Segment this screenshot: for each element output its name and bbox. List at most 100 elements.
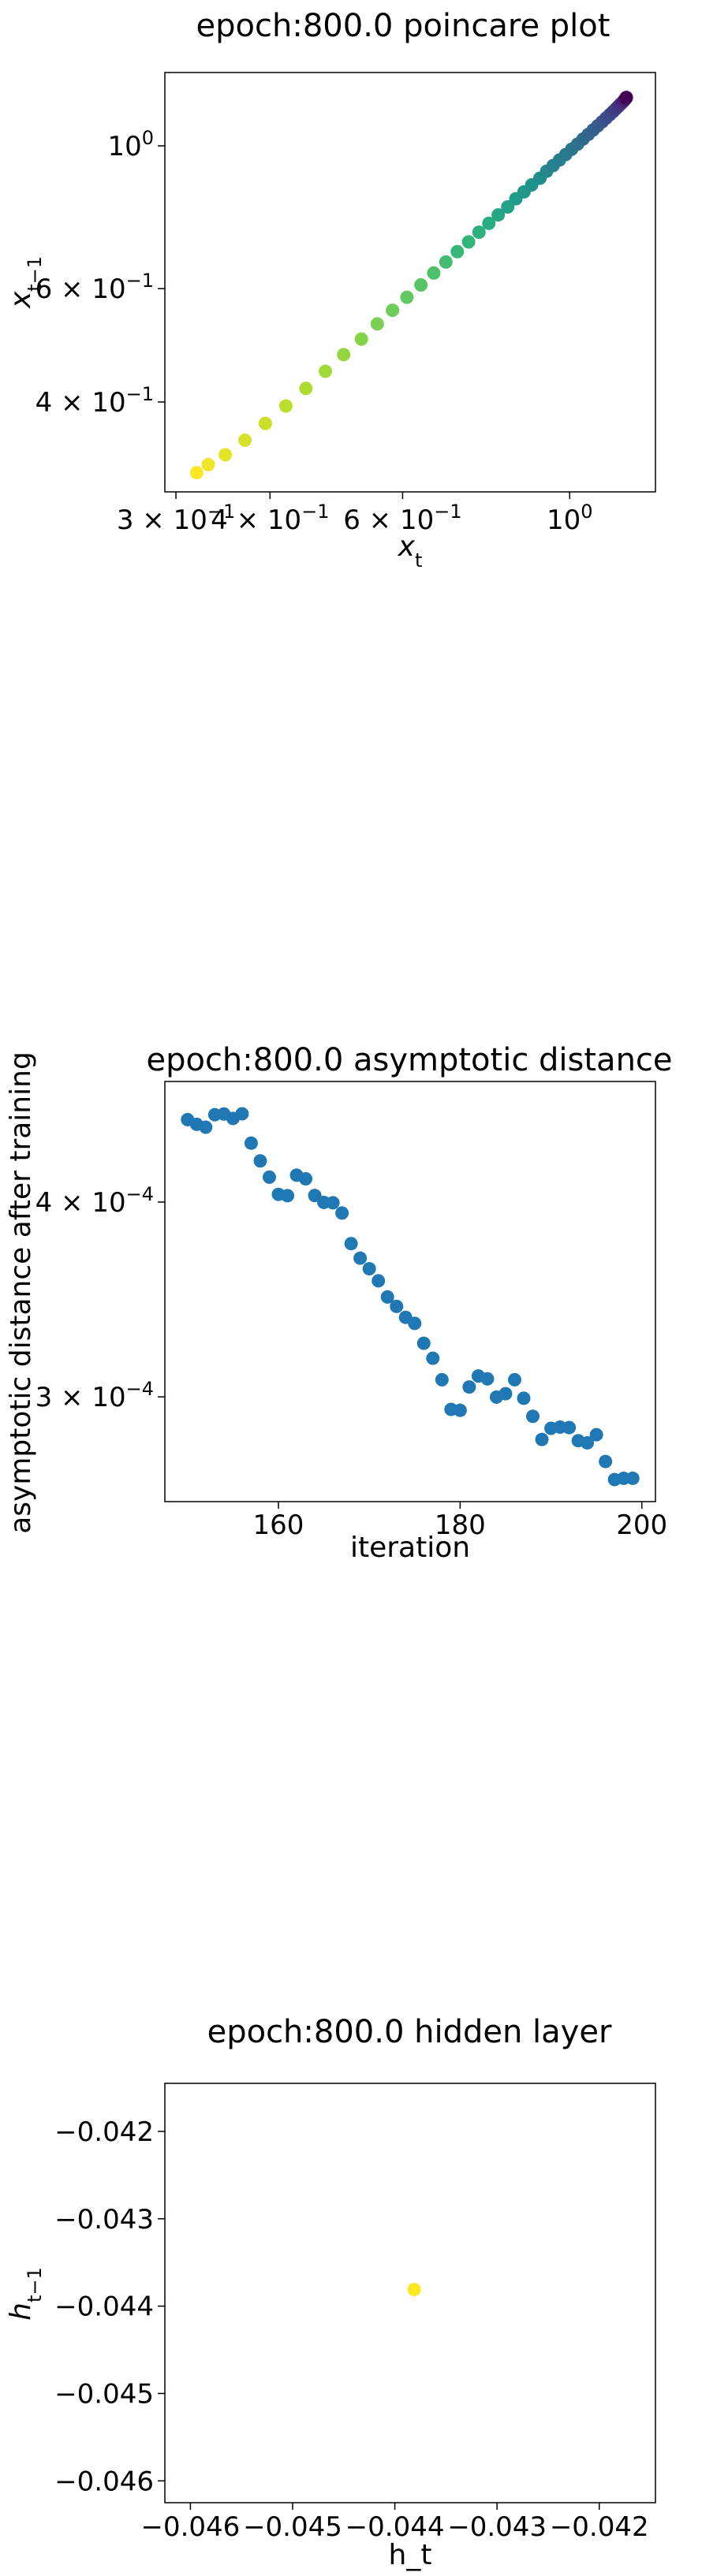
hidden-y-label: ht−1 xyxy=(5,2267,46,2321)
poincare-point xyxy=(370,317,384,331)
poincare-point xyxy=(299,382,313,396)
asymptotic-point xyxy=(281,1189,294,1203)
poincare-point xyxy=(337,348,351,362)
poincare-point xyxy=(461,235,476,249)
poincare-x-label: xt xyxy=(398,530,423,571)
poincare-point xyxy=(472,225,486,240)
asymptotic-point xyxy=(390,1299,404,1313)
poincare-x-tick-label: 3 × 10−1 xyxy=(117,501,235,536)
asymptotic-point xyxy=(335,1206,349,1220)
asymptotic-point xyxy=(517,1391,531,1405)
poincare-point xyxy=(189,466,204,480)
poincare-point xyxy=(201,457,215,471)
asymptotic-point xyxy=(498,1387,513,1401)
asymptotic-point xyxy=(581,1435,595,1450)
asymptotic-point xyxy=(353,1251,368,1265)
asymptotic-point xyxy=(299,1171,313,1186)
poincare-point xyxy=(491,208,506,222)
poincare-point xyxy=(501,200,515,214)
poincare-y-tick-label: 100 xyxy=(107,127,154,162)
poincare-point xyxy=(482,216,496,230)
asymptotic-point xyxy=(426,1351,440,1365)
poincare-point xyxy=(439,255,453,269)
poincare-x-tick-label: 4 × 10−1 xyxy=(211,501,329,536)
asymptotic-point xyxy=(244,1136,258,1150)
poincare-title: epoch:800.0 poincare plot xyxy=(196,8,611,44)
asymptotic-x-tick-label: 200 xyxy=(616,1509,667,1541)
asymptotic-x-tick-label: 180 xyxy=(435,1509,486,1541)
poincare-y-label-sub: t−1 xyxy=(24,256,46,292)
poincare-x-tick-label: 6 × 10−1 xyxy=(343,501,461,536)
poincare-point xyxy=(278,399,293,413)
asymptotic-point xyxy=(526,1409,540,1424)
asymptotic-x-tick-label: 160 xyxy=(253,1509,304,1541)
poincare-x-tick-label: 100 xyxy=(547,501,593,536)
poincare-y-tick-label: 4 × 10−1 xyxy=(35,383,154,419)
asymptotic-point xyxy=(372,1274,386,1288)
asymptotic-x-label: iteration xyxy=(350,1532,470,1564)
hidden-x-tick-label: −0.043 xyxy=(447,2511,547,2543)
asymptotic-point xyxy=(416,1336,431,1350)
asymptotic-y-ticks: 3 × 10−4 4 × 10−4 xyxy=(35,1183,165,1413)
asymptotic-y-tick-label: 3 × 10−4 xyxy=(35,1378,154,1413)
asymptotic-point xyxy=(480,1372,495,1386)
poincare-point xyxy=(258,416,272,430)
poincare-point xyxy=(427,266,441,280)
asymptotic-point xyxy=(507,1372,521,1387)
asymptotic-point xyxy=(435,1372,449,1387)
poincare-y-tick-label: 6 × 10−1 xyxy=(35,270,154,305)
poincare-y-label: xt−1 xyxy=(5,256,46,309)
poincare-y-ticks: 4 × 10−1 6 × 10−1 100 xyxy=(35,127,165,419)
hidden-chart: epoch:800.0 hidden layer −0.046 −0.045 −0.… xyxy=(5,2014,656,2571)
hidden-x-label: h_t xyxy=(389,2539,432,2571)
asymptotic-point xyxy=(344,1237,358,1251)
asymptotic-title: epoch:800.0 asymptotic distance xyxy=(146,1042,672,1078)
poincare-point xyxy=(218,448,233,462)
poincare-point xyxy=(414,277,428,292)
asymptotic-chart: epoch:800.0 asymptotic distance 160 180 20… xyxy=(5,1042,673,1564)
asymptotic-point xyxy=(235,1107,249,1121)
poincare-point xyxy=(619,91,633,105)
asymptotic-point xyxy=(380,1290,394,1304)
hidden-y-tick-label: −0.043 xyxy=(54,2204,154,2235)
hidden-x-ticks: −0.046 −0.045 −0.044 −0.043 −0.042 xyxy=(140,2503,649,2543)
hidden-y-ticks: −0.042 −0.043 −0.044 −0.045 −0.046 xyxy=(54,2116,165,2497)
hidden-y-tick-label: −0.042 xyxy=(54,2116,154,2148)
asymptotic-point xyxy=(599,1454,613,1469)
hidden-plot-frame xyxy=(164,2083,656,2503)
poincare-point xyxy=(319,364,333,378)
asymptotic-x-ticks: 160 180 200 xyxy=(253,1502,667,1541)
hidden-x-tick-label: −0.044 xyxy=(345,2511,445,2543)
asymptotic-point xyxy=(453,1403,467,1417)
poincare-chart: epoch:800.0 poincare plot 3 × 10−14 × 10… xyxy=(5,8,656,571)
poincare-x-label-base: x xyxy=(398,530,416,563)
asymptotic-point xyxy=(462,1380,476,1394)
poincare-point xyxy=(386,303,400,318)
asymptotic-point xyxy=(535,1432,549,1446)
hidden-y-label-sub: t−1 xyxy=(24,2267,46,2302)
hidden-x-tick-label: −0.045 xyxy=(243,2511,342,2543)
asymptotic-point xyxy=(253,1154,267,1168)
hidden-x-tick-label: −0.046 xyxy=(140,2511,240,2543)
hidden-points xyxy=(407,2283,421,2297)
poincare-x-ticks: 3 × 10−14 × 10−1 6 × 10−1 100 xyxy=(117,492,593,536)
asymptotic-point xyxy=(625,1471,640,1485)
poincare-point xyxy=(238,433,252,447)
hidden-title: epoch:800.0 hidden layer xyxy=(207,2014,612,2050)
hidden-y-tick-label: −0.046 xyxy=(54,2466,154,2497)
poincare-x-label-sub: t xyxy=(415,549,422,571)
poincare-point xyxy=(354,332,368,346)
asymptotic-point xyxy=(308,1189,322,1203)
asymptotic-point xyxy=(262,1170,276,1184)
asymptotic-point xyxy=(589,1428,603,1442)
poincare-point xyxy=(450,244,465,259)
asymptotic-point xyxy=(199,1120,213,1134)
asymptotic-point xyxy=(562,1420,577,1435)
hidden-y-label-base: h xyxy=(5,2302,37,2321)
hidden-point xyxy=(407,2283,421,2297)
asymptotic-points xyxy=(181,1107,640,1487)
asymptotic-point xyxy=(326,1196,340,1210)
poincare-y-label-base: x xyxy=(5,291,37,309)
asymptotic-point xyxy=(362,1262,376,1276)
